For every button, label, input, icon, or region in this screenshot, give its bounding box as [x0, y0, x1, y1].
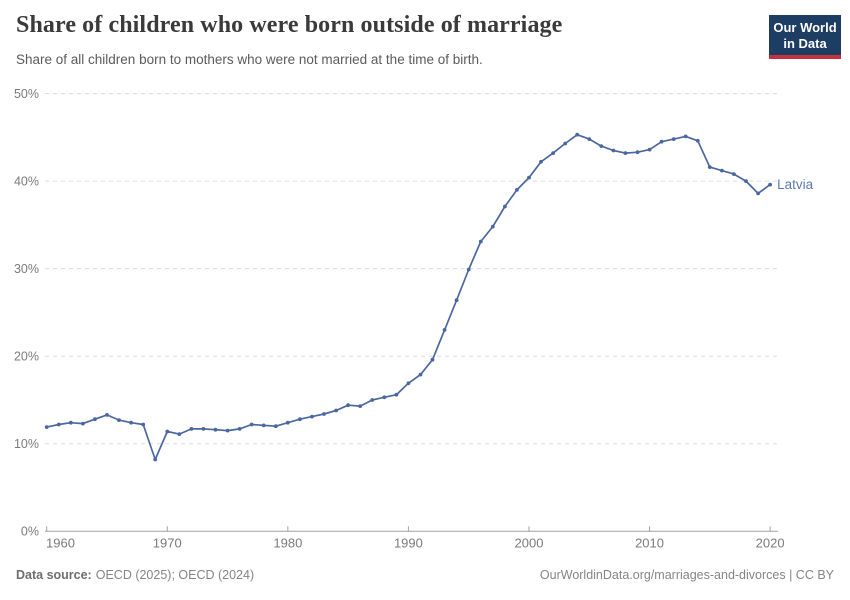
data-point[interactable]: [237, 427, 242, 431]
data-point[interactable]: [647, 147, 652, 152]
data-point[interactable]: [56, 422, 61, 427]
data-point[interactable]: [768, 182, 772, 187]
data-point[interactable]: [273, 424, 278, 429]
data-point[interactable]: [249, 422, 254, 427]
x-tick-label: 2010: [635, 535, 664, 550]
data-point[interactable]: [129, 420, 134, 425]
data-point[interactable]: [285, 420, 290, 425]
data-point[interactable]: [442, 328, 447, 332]
data-point[interactable]: [201, 427, 206, 431]
data-point[interactable]: [623, 151, 628, 156]
data-point[interactable]: [515, 188, 519, 192]
y-tick-label: 30%: [14, 262, 39, 276]
data-point[interactable]: [334, 408, 338, 413]
data-point[interactable]: [261, 423, 266, 428]
x-tick-label: 1970: [153, 535, 182, 550]
data-point[interactable]: [418, 372, 423, 377]
data-point[interactable]: [744, 179, 748, 184]
data-point[interactable]: [707, 165, 712, 170]
x-tick-label: 1980: [273, 535, 302, 550]
data-point[interactable]: [165, 429, 170, 434]
data-point[interactable]: [298, 417, 302, 422]
data-point[interactable]: [587, 137, 592, 142]
data-point[interactable]: [671, 137, 676, 142]
data-point[interactable]: [599, 144, 604, 149]
series-line[interactable]: [45, 133, 771, 461]
data-point[interactable]: [575, 132, 580, 137]
data-point[interactable]: [430, 357, 435, 362]
data-point[interactable]: [93, 417, 97, 422]
data-point[interactable]: [406, 381, 411, 386]
page-title: Share of children who were born outside …: [16, 12, 563, 38]
data-point[interactable]: [720, 168, 724, 173]
x-tick-label: 2020: [756, 535, 785, 550]
data-point[interactable]: [189, 427, 194, 431]
data-point[interactable]: [177, 432, 182, 436]
data-point[interactable]: [358, 404, 363, 408]
data-point[interactable]: [153, 457, 158, 462]
data-point[interactable]: [683, 134, 688, 139]
owid-logo-line1: Our World: [773, 20, 837, 35]
data-point[interactable]: [635, 150, 640, 155]
y-tick-label: 50%: [14, 87, 39, 101]
data-source-label: Data source:: [16, 568, 92, 582]
x-tick-label: 1960: [46, 535, 75, 550]
data-point[interactable]: [141, 422, 146, 427]
y-tick-label: 20%: [14, 350, 39, 364]
x-tick-label: 1990: [394, 535, 423, 550]
data-point[interactable]: [490, 224, 495, 229]
data-point[interactable]: [503, 204, 507, 209]
data-source-value: OECD (2025); OECD (2024): [95, 568, 255, 582]
data-point[interactable]: [105, 413, 109, 417]
data-point[interactable]: [539, 159, 543, 164]
data-point[interactable]: [68, 420, 73, 425]
owid-logo[interactable]: Our World in Data: [769, 15, 841, 60]
data-point[interactable]: [44, 425, 49, 429]
data-point[interactable]: [756, 191, 760, 196]
data-point[interactable]: [659, 139, 664, 144]
chart-subtitle: Share of all children born to mothers wh…: [16, 52, 483, 67]
data-point[interactable]: [454, 298, 459, 303]
data-point[interactable]: [310, 414, 314, 419]
owid-logo-line2: in Data: [783, 35, 827, 51]
data-point[interactable]: [732, 172, 736, 177]
y-tick-label: 10%: [14, 437, 39, 451]
y-tick-label: 40%: [14, 174, 39, 188]
y-tick-label: 0%: [21, 525, 39, 539]
data-point[interactable]: [225, 428, 230, 433]
data-point[interactable]: [370, 398, 375, 402]
data-point[interactable]: [551, 151, 555, 156]
data-point[interactable]: [346, 403, 350, 408]
x-tick-label: 2000: [515, 535, 544, 550]
data-point[interactable]: [117, 418, 121, 422]
line-chart[interactable]: 0% 10% 20% 30% 40% 50% 1960 1970 1980 1990 2000 201…: [0, 0, 850, 560]
data-point[interactable]: [213, 427, 218, 432]
chart-footer: Data source: OECD (2025); OECD (2024) Our…: [16, 568, 834, 582]
data-point[interactable]: [478, 239, 483, 244]
series-label[interactable]: Latvia: [777, 177, 814, 192]
data-point[interactable]: [394, 392, 399, 397]
data-point[interactable]: [382, 395, 387, 400]
data-source: Data source: OECD (2025); OECD (2024): [16, 568, 254, 582]
data-point[interactable]: [695, 138, 700, 143]
data-point[interactable]: [611, 148, 616, 153]
data-point[interactable]: [81, 421, 85, 426]
data-point[interactable]: [527, 175, 531, 180]
data-point[interactable]: [466, 267, 471, 272]
owid-license-link[interactable]: OurWorldinData.org/marriages-and-divorce…: [539, 568, 834, 582]
data-point[interactable]: [563, 141, 568, 146]
data-point[interactable]: [322, 412, 326, 416]
